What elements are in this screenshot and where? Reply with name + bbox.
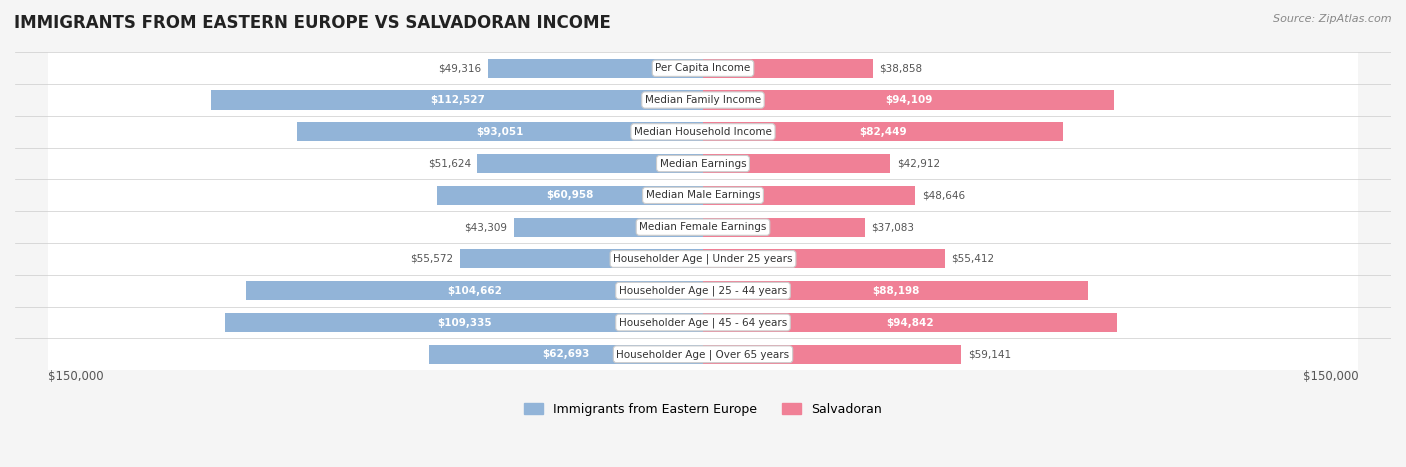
Text: $38,858: $38,858 <box>879 63 922 73</box>
Bar <box>478 154 703 173</box>
Text: $62,693: $62,693 <box>543 349 589 359</box>
Text: $49,316: $49,316 <box>437 63 481 73</box>
Text: $43,309: $43,309 <box>464 222 508 232</box>
Bar <box>297 122 703 142</box>
Bar <box>703 91 1114 110</box>
Bar <box>48 148 1358 179</box>
Bar <box>703 122 1063 142</box>
Text: Per Capita Income: Per Capita Income <box>655 63 751 73</box>
Text: Householder Age | 25 - 44 years: Householder Age | 25 - 44 years <box>619 285 787 296</box>
Bar <box>48 211 1358 243</box>
Text: $109,335: $109,335 <box>437 318 492 327</box>
Bar <box>48 307 1358 339</box>
Bar <box>429 345 703 364</box>
Text: IMMIGRANTS FROM EASTERN EUROPE VS SALVADORAN INCOME: IMMIGRANTS FROM EASTERN EUROPE VS SALVAD… <box>14 14 612 32</box>
Text: $150,000: $150,000 <box>48 370 104 383</box>
Bar <box>513 218 703 237</box>
Text: $51,624: $51,624 <box>427 159 471 169</box>
Text: Source: ZipAtlas.com: Source: ZipAtlas.com <box>1274 14 1392 24</box>
Text: $37,083: $37,083 <box>872 222 914 232</box>
Text: $94,109: $94,109 <box>884 95 932 105</box>
Bar <box>703 249 945 269</box>
Bar <box>225 313 703 332</box>
Bar <box>48 339 1358 370</box>
Bar <box>703 59 873 78</box>
Text: Householder Age | Over 65 years: Householder Age | Over 65 years <box>616 349 790 360</box>
Text: Median Family Income: Median Family Income <box>645 95 761 105</box>
Text: $42,912: $42,912 <box>897 159 941 169</box>
Text: $88,198: $88,198 <box>872 286 920 296</box>
Text: $59,141: $59,141 <box>967 349 1011 359</box>
Text: Householder Age | Under 25 years: Householder Age | Under 25 years <box>613 254 793 264</box>
Bar <box>488 59 703 78</box>
Bar <box>703 281 1088 300</box>
Text: Median Household Income: Median Household Income <box>634 127 772 137</box>
Text: $60,958: $60,958 <box>546 191 593 200</box>
Bar <box>460 249 703 269</box>
Bar <box>437 186 703 205</box>
Text: $112,527: $112,527 <box>430 95 485 105</box>
Text: Median Earnings: Median Earnings <box>659 159 747 169</box>
Legend: Immigrants from Eastern Europe, Salvadoran: Immigrants from Eastern Europe, Salvador… <box>519 398 887 421</box>
Text: $94,842: $94,842 <box>886 318 934 327</box>
Bar <box>48 116 1358 148</box>
Text: Median Male Earnings: Median Male Earnings <box>645 191 761 200</box>
Text: $82,449: $82,449 <box>859 127 907 137</box>
Text: $55,412: $55,412 <box>952 254 994 264</box>
Text: $150,000: $150,000 <box>1302 370 1358 383</box>
Bar <box>48 243 1358 275</box>
Bar <box>703 154 890 173</box>
Text: $55,572: $55,572 <box>411 254 454 264</box>
Bar <box>48 84 1358 116</box>
Bar <box>48 179 1358 211</box>
Text: $93,051: $93,051 <box>477 127 523 137</box>
Bar <box>703 218 865 237</box>
Bar <box>246 281 703 300</box>
Bar <box>703 313 1118 332</box>
Text: $104,662: $104,662 <box>447 286 502 296</box>
Text: Householder Age | 45 - 64 years: Householder Age | 45 - 64 years <box>619 317 787 328</box>
Bar <box>703 345 962 364</box>
Bar <box>211 91 703 110</box>
Bar <box>48 52 1358 84</box>
Bar <box>48 275 1358 307</box>
Bar <box>703 186 915 205</box>
Text: Median Female Earnings: Median Female Earnings <box>640 222 766 232</box>
Text: $48,646: $48,646 <box>922 191 965 200</box>
